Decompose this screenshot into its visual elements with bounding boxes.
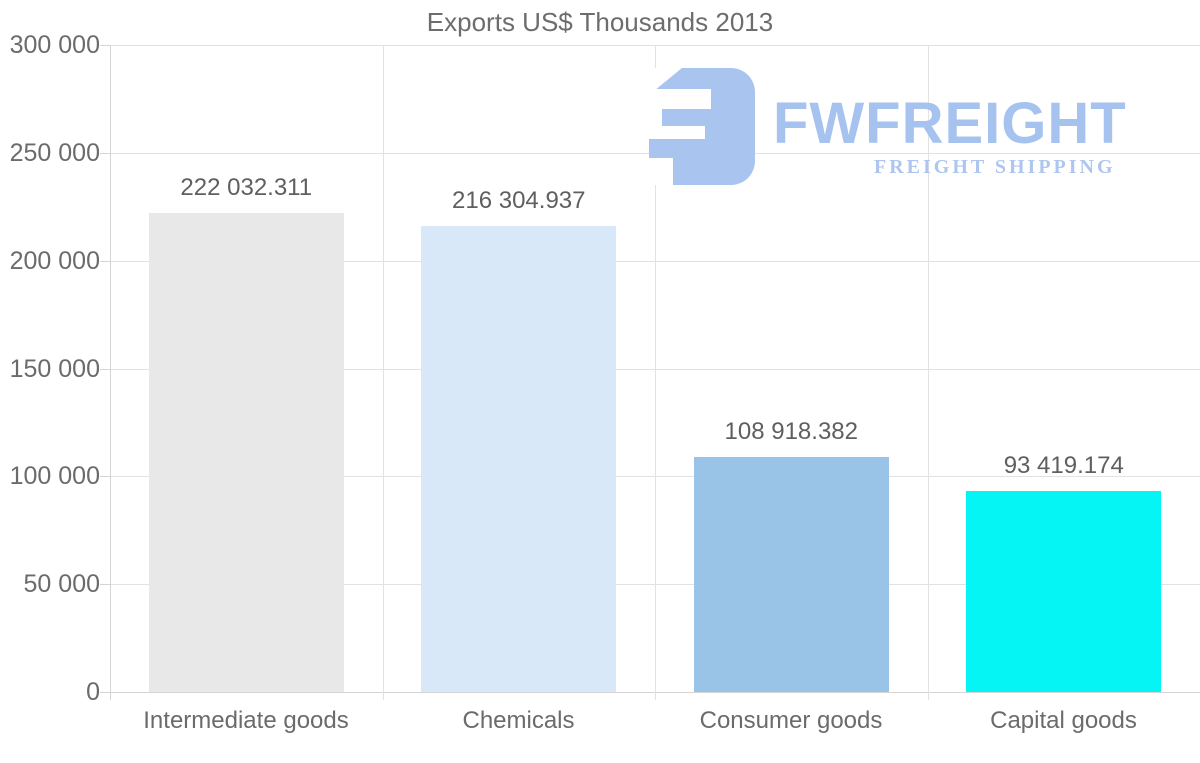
bar-consumer-goods: [693, 457, 889, 692]
y-axis-tick: [100, 692, 110, 693]
gridline-vertical: [655, 45, 656, 700]
x-category-label-intermediate-goods: Intermediate goods: [143, 707, 349, 734]
x-category-label-chemicals: Chemicals: [462, 707, 575, 734]
watermark-tagline-text: FREIGHT SHIPPING: [874, 156, 1116, 178]
gridline-vertical: [927, 45, 929, 700]
x-category-label-capital-goods: Capital goods: [990, 707, 1137, 734]
bar-value-label-capital-goods: 93 419.174: [1003, 451, 1124, 479]
watermark-logo: FWFREIGHT FREIGHT SHIPPING: [649, 68, 1149, 186]
watermark-brand-text: FWFREIGHT: [773, 91, 1127, 156]
bar-value-label-intermediate-goods: 222 032.311: [180, 174, 313, 202]
y-tick-label: 0: [86, 678, 100, 706]
y-tick-label: 100 000: [9, 462, 100, 491]
gridline-vertical: [382, 45, 384, 700]
fwfreight-logo-icon: [649, 68, 755, 185]
chart-title: Exports US$ Thousands 2013: [426, 7, 774, 37]
y-tick-label: 150 000: [9, 354, 100, 383]
y-axis-tick: [100, 368, 110, 370]
y-axis-tick: [100, 476, 110, 478]
bar-value-label-consumer-goods: 108 918.382: [724, 418, 858, 446]
y-axis-tick: [100, 45, 110, 46]
y-tick-label: 300 000: [9, 31, 100, 59]
x-category-label-consumer-goods: Consumer goods: [699, 707, 883, 734]
bar-capital-goods: [966, 490, 1162, 692]
y-axis-tick: [100, 584, 110, 586]
y-axis-tick: [100, 260, 110, 262]
bar-value-label-chemicals: 216 304.937: [452, 186, 586, 214]
y-tick-label: 50 000: [23, 570, 100, 599]
y-tick-label: 200 000: [9, 246, 100, 275]
y-axis-tick: [100, 152, 110, 154]
bar-chemicals: [421, 225, 617, 692]
y-axis-line: [110, 45, 111, 700]
bar-intermediate-goods: [148, 213, 344, 692]
y-tick-label: 250 000: [9, 138, 100, 167]
